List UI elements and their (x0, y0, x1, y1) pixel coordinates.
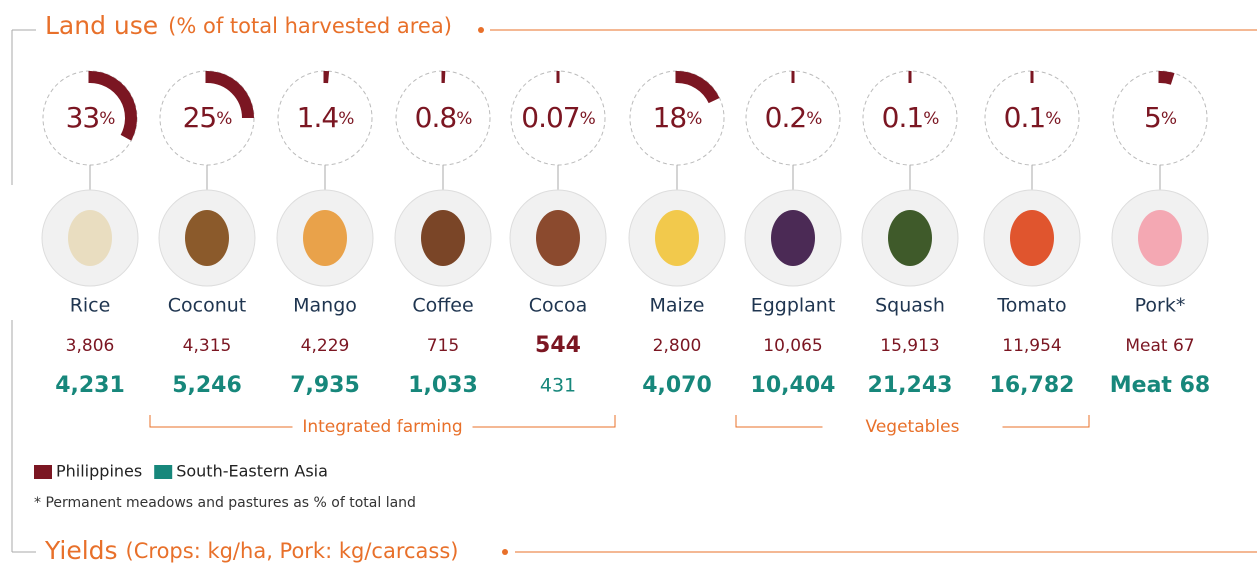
sea-yield: 431 (540, 375, 576, 397)
philippines-yield: 11,954 (1002, 336, 1061, 356)
share-arc (676, 71, 720, 104)
philippines-yield: 715 (427, 336, 459, 356)
yields-subtitle: (Crops: kg/ha, Pork: kg/carcass) (126, 539, 459, 563)
share-label: 1.4% (297, 101, 355, 134)
sea-yield: 10,404 (751, 373, 836, 398)
icon (536, 210, 580, 266)
philippines-yield: 3,806 (66, 336, 115, 356)
sea-yield: 1,033 (408, 373, 478, 398)
dot (478, 27, 484, 33)
group-bracket (735, 415, 1090, 428)
icon (1138, 210, 1182, 266)
group-bracket (149, 415, 616, 428)
share-value: 0.1 (882, 101, 924, 134)
footnote: * Permanent meadows and pastures as % of… (34, 495, 416, 511)
share-label: 0.07% (521, 101, 595, 134)
sea-yield: 4,070 (642, 373, 712, 398)
group-label: Integrated farming (302, 417, 462, 437)
share-value: 0.8 (415, 101, 457, 134)
share-unit: % (338, 109, 354, 129)
share-value: 25 (183, 101, 217, 134)
item-name: Pork* (1135, 295, 1186, 317)
share-unit: % (99, 109, 115, 129)
share-value: 18 (653, 101, 687, 134)
share-value: 0.07 (521, 101, 579, 134)
share-unit: % (923, 109, 939, 129)
share-unit: % (1045, 109, 1061, 129)
item-name: Squash (875, 295, 945, 317)
philippines-yield: 2,800 (653, 336, 702, 356)
icon (655, 210, 699, 266)
yields-title-text: Yields (44, 536, 118, 565)
dot (502, 549, 508, 555)
item-name: Mango (293, 295, 357, 317)
philippines-yield: 544 (535, 333, 581, 358)
item-name: Maize (650, 295, 705, 317)
philippines-yield: 10,065 (763, 336, 822, 356)
share-arc (1159, 71, 1175, 85)
share-value: 1.4 (297, 101, 339, 134)
sea-yield: 5,246 (172, 373, 242, 398)
share-label: 33% (66, 101, 116, 134)
icon (1010, 210, 1054, 266)
share-label: 0.1% (1004, 101, 1062, 134)
sea-yield: 4,231 (55, 373, 125, 398)
legend-label: South-Eastern Asia (176, 462, 328, 481)
group-label: Vegetables (866, 417, 960, 437)
yields-title: Yields (Crops: kg/ha, Pork: kg/carcass) (44, 536, 459, 565)
share-unit: % (686, 109, 702, 129)
share-value: 5 (1144, 101, 1161, 134)
icon (185, 210, 229, 266)
share-label: 18% (653, 101, 703, 134)
subtitle: (% of total harvested area) (168, 14, 452, 38)
share-label: 5% (1144, 101, 1177, 134)
share-value: 0.1 (1004, 101, 1046, 134)
icon (771, 210, 815, 266)
icon (888, 210, 932, 266)
icon (421, 210, 465, 266)
legend-label: Philippines (56, 462, 142, 481)
item-name: Rice (70, 295, 111, 317)
share-unit: % (580, 109, 596, 129)
share-label: 0.1% (882, 101, 940, 134)
share-arc (206, 71, 254, 119)
share-unit: % (456, 109, 472, 129)
share-arc (89, 71, 137, 141)
share-value: 0.2 (765, 101, 807, 134)
sea-yield: 21,243 (868, 373, 953, 398)
icon (68, 210, 112, 266)
sea-yield: 16,782 (990, 373, 1075, 398)
icon (303, 210, 347, 266)
share-label: 0.2% (765, 101, 823, 134)
philippines-yield: 4,229 (301, 336, 350, 356)
title-text: Land use (45, 11, 158, 40)
item-name: Eggplant (751, 295, 836, 317)
share-value: 33 (66, 101, 100, 134)
item-name: Coffee (412, 295, 473, 317)
sea-yield: 7,935 (290, 373, 360, 398)
legend-swatch (34, 465, 52, 479)
item-name: Cocoa (529, 295, 588, 317)
sea-yield: Meat 68 (1110, 373, 1210, 398)
share-unit: % (806, 109, 822, 129)
philippines-yield: 4,315 (183, 336, 232, 356)
item-name: Coconut (168, 295, 247, 317)
share-label: 0.8% (415, 101, 473, 134)
share-unit: % (1161, 109, 1177, 129)
legend-swatch (154, 465, 173, 479)
item-name: Tomato (996, 295, 1066, 317)
philippines-yield: Meat 67 (1125, 336, 1194, 356)
share-unit: % (216, 109, 232, 129)
share-label: 25% (183, 101, 233, 134)
philippines-yield: 15,913 (880, 336, 939, 356)
title: Land use (% of total harvested area) (45, 11, 452, 40)
